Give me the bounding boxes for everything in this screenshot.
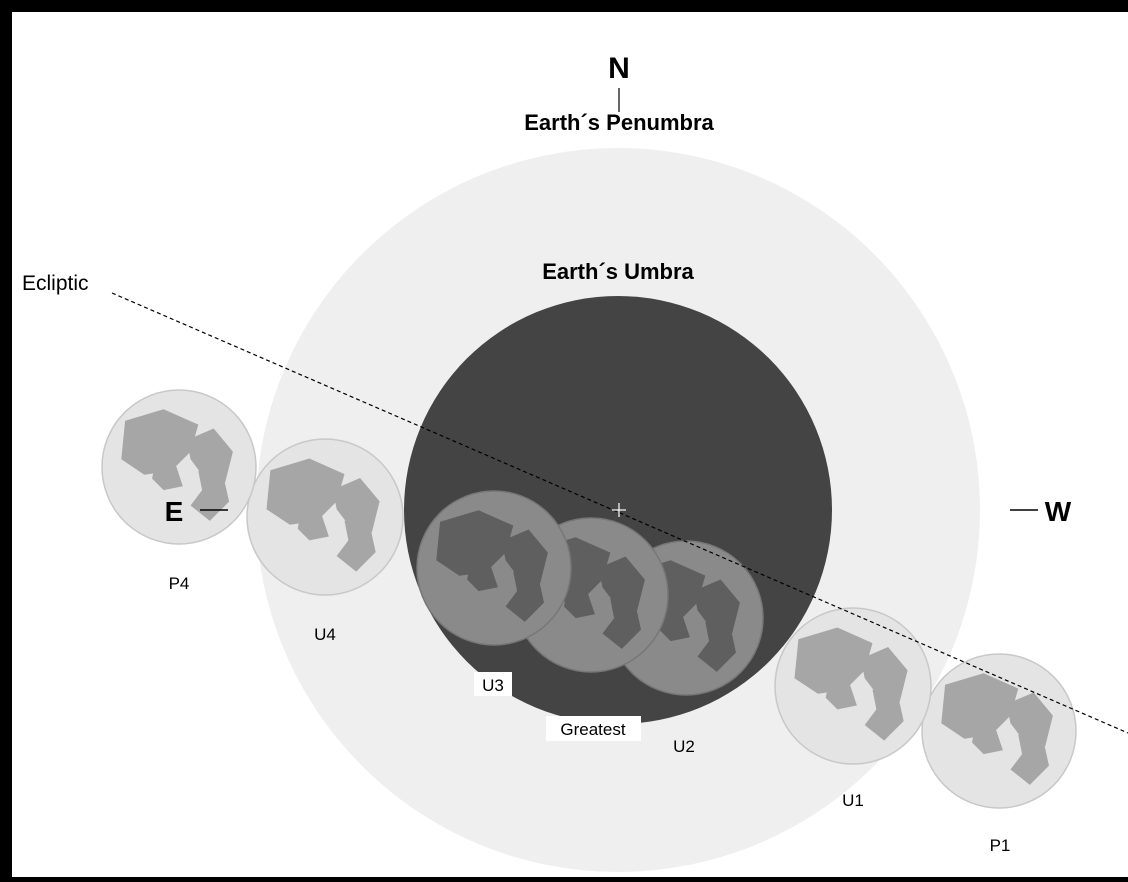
west-label: W [1045, 496, 1072, 527]
penumbra-label: Earth´s Penumbra [524, 110, 714, 135]
moon-mare [121, 409, 199, 475]
east-label: E [165, 496, 184, 527]
contact-label-u4: U4 [314, 625, 336, 644]
contact-label-u3: U3 [482, 676, 504, 695]
contact-label-p1: P1 [990, 836, 1011, 855]
moon-mare [941, 673, 1019, 739]
moon-positions [101, 389, 1077, 809]
moon-mare [190, 467, 230, 521]
north-label: N [608, 52, 630, 85]
greatest-label-bg [546, 716, 641, 741]
moon-mare [1010, 731, 1049, 785]
moon-disc [416, 490, 572, 646]
moon-disc [774, 607, 932, 765]
moon-mare [825, 678, 857, 710]
moon-mare [505, 568, 544, 622]
shadow-center-cross [612, 503, 626, 517]
moon-p4 [101, 389, 257, 545]
moon-mare [336, 517, 376, 572]
moon-u4 [246, 438, 404, 596]
moon-mare [297, 509, 329, 541]
moon-mare [697, 618, 736, 672]
moon-u1 [774, 607, 932, 765]
moon-u3 [416, 490, 572, 646]
contact-label-u3-bg [474, 672, 512, 696]
moon-mare [266, 458, 345, 525]
umbra-label: Earth´s Umbra [542, 259, 694, 284]
moon-mare [794, 627, 873, 694]
moon-mare [864, 686, 904, 741]
ecliptic-label: Ecliptic [22, 272, 89, 295]
moon-mare [564, 587, 595, 619]
greatest-label: Greatest [560, 720, 625, 739]
moon-disc [246, 438, 404, 596]
moon-mare [972, 723, 1003, 755]
contact-label-p4: P4 [169, 574, 190, 593]
moon-mare [602, 595, 641, 649]
moon-mare [436, 510, 514, 576]
moon-mare [152, 459, 183, 491]
moon-mare [659, 610, 690, 642]
moon-mare [467, 560, 498, 592]
contact-label-u1: U1 [842, 791, 864, 810]
moon-p1 [921, 653, 1077, 809]
contact-label-u2: U2 [673, 737, 695, 756]
ecliptic-line [111, 292, 1128, 734]
